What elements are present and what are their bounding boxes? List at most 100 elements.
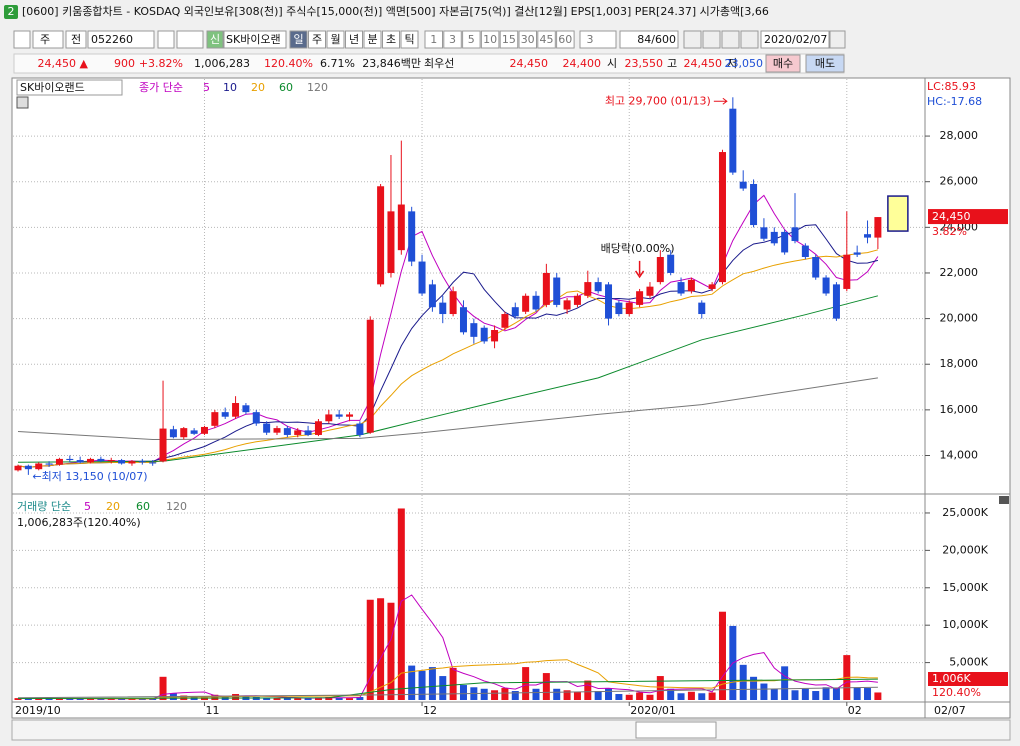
candle-body bbox=[584, 282, 592, 296]
volume-bar bbox=[874, 692, 882, 700]
volume-bar bbox=[501, 688, 509, 700]
box bbox=[740, 30, 759, 49]
volume-bar bbox=[522, 667, 530, 700]
interval-button[interactable]: 5 bbox=[468, 33, 475, 46]
quote-low: 23,050 bbox=[725, 57, 764, 70]
interval-button[interactable]: 1 bbox=[430, 33, 437, 46]
volume-bar bbox=[273, 698, 281, 700]
candle-body bbox=[874, 217, 882, 238]
quote-price: 24,450 ▲ bbox=[38, 57, 89, 70]
quote-high-label: 고 bbox=[667, 57, 677, 70]
period-button[interactable]: 초 bbox=[386, 33, 396, 46]
candle-body bbox=[325, 414, 333, 422]
candle-body bbox=[532, 295, 540, 310]
candle-body bbox=[646, 286, 654, 296]
quote-turnover: 6.71% bbox=[320, 57, 355, 70]
volume-bar bbox=[138, 698, 146, 700]
candle-body bbox=[812, 256, 820, 278]
interval-button[interactable]: 3 bbox=[449, 33, 456, 46]
box bbox=[721, 30, 740, 49]
volume-bar bbox=[325, 697, 333, 700]
volume-bar bbox=[335, 697, 343, 700]
legend-entry: 60 bbox=[279, 81, 293, 94]
candle-body bbox=[418, 261, 426, 294]
volume-bar bbox=[377, 598, 385, 700]
low-annotation: ←최저 13,150 (10/07) bbox=[32, 470, 147, 483]
volume-bar bbox=[636, 692, 644, 700]
candle-body bbox=[366, 319, 374, 433]
quote-open: 23,550 bbox=[625, 57, 664, 70]
box bbox=[16, 79, 123, 96]
x-tick-label: 02 bbox=[848, 704, 862, 717]
candle-body bbox=[314, 421, 322, 435]
compare: 전 bbox=[71, 33, 81, 46]
tag: 신 bbox=[210, 33, 220, 46]
volume-bar bbox=[625, 694, 633, 700]
period-kind: 주 bbox=[40, 33, 50, 46]
candle-body bbox=[801, 245, 809, 257]
volume-bar bbox=[553, 688, 561, 700]
candle-body bbox=[107, 460, 115, 462]
volume-bar bbox=[149, 698, 157, 700]
quote-best: 최우선 bbox=[424, 57, 454, 70]
volume-bar bbox=[760, 683, 768, 700]
candle-body bbox=[739, 181, 747, 189]
hc-label: HC:-17.68 bbox=[927, 95, 982, 108]
candle-body bbox=[200, 426, 208, 434]
period-button[interactable]: 분 bbox=[367, 33, 377, 46]
moving-average bbox=[17, 377, 878, 441]
legend-entry: 5 bbox=[203, 81, 210, 94]
box bbox=[400, 30, 419, 49]
box bbox=[443, 30, 462, 49]
candle-body bbox=[667, 254, 675, 273]
volume-tick-label: 5,000K bbox=[949, 656, 988, 669]
volume-bar bbox=[387, 602, 395, 700]
box bbox=[308, 30, 326, 49]
candle-body bbox=[542, 272, 550, 305]
box bbox=[537, 30, 556, 49]
y-tick-label: 18,000 bbox=[940, 357, 979, 370]
interval-button[interactable]: 60 bbox=[558, 33, 572, 46]
data-count: 84/600 bbox=[637, 33, 676, 46]
volume-bar bbox=[66, 698, 74, 700]
sell-button[interactable]: 매도 bbox=[815, 57, 835, 70]
period-button[interactable]: 월 bbox=[330, 33, 340, 46]
volume-bar bbox=[304, 698, 312, 700]
series-name: SK바이오랜드 bbox=[20, 81, 85, 94]
volume-bar bbox=[107, 698, 115, 700]
candle-body bbox=[211, 412, 219, 426]
volume-bar bbox=[14, 698, 22, 700]
volume-bar bbox=[677, 693, 685, 700]
last-date: 02/07 bbox=[934, 704, 966, 717]
volume-bar bbox=[159, 676, 167, 700]
volume-bar bbox=[87, 698, 95, 700]
stock-code: 052260 bbox=[91, 33, 133, 46]
candle-body bbox=[470, 323, 478, 337]
period-button[interactable]: 일 bbox=[293, 32, 303, 46]
volume-bar bbox=[781, 666, 789, 700]
volume-bar bbox=[605, 688, 613, 700]
interval-button[interactable]: 15 bbox=[502, 33, 516, 46]
box bbox=[382, 30, 400, 49]
candle-body bbox=[656, 256, 664, 283]
candle-body bbox=[408, 211, 416, 262]
box bbox=[760, 30, 830, 49]
period-button[interactable]: 년 bbox=[349, 33, 359, 46]
moving-average bbox=[17, 594, 878, 700]
interval-button[interactable]: 45 bbox=[540, 33, 554, 46]
period-button[interactable]: 주 bbox=[312, 33, 322, 46]
volume-bar bbox=[542, 673, 550, 700]
legend-entry: 120 bbox=[166, 500, 187, 513]
interval-button[interactable]: 30 bbox=[521, 33, 535, 46]
interval-button[interactable]: 10 bbox=[483, 33, 497, 46]
candle-body bbox=[864, 234, 872, 238]
volume-bar bbox=[252, 697, 260, 700]
period-button[interactable]: 틱 bbox=[404, 33, 414, 46]
volume-bar bbox=[408, 665, 416, 700]
candle-body bbox=[263, 423, 271, 433]
buy-button[interactable]: 매수 bbox=[773, 57, 793, 70]
candle-body bbox=[377, 186, 385, 285]
volume-tick-label: 15,000K bbox=[942, 581, 988, 594]
